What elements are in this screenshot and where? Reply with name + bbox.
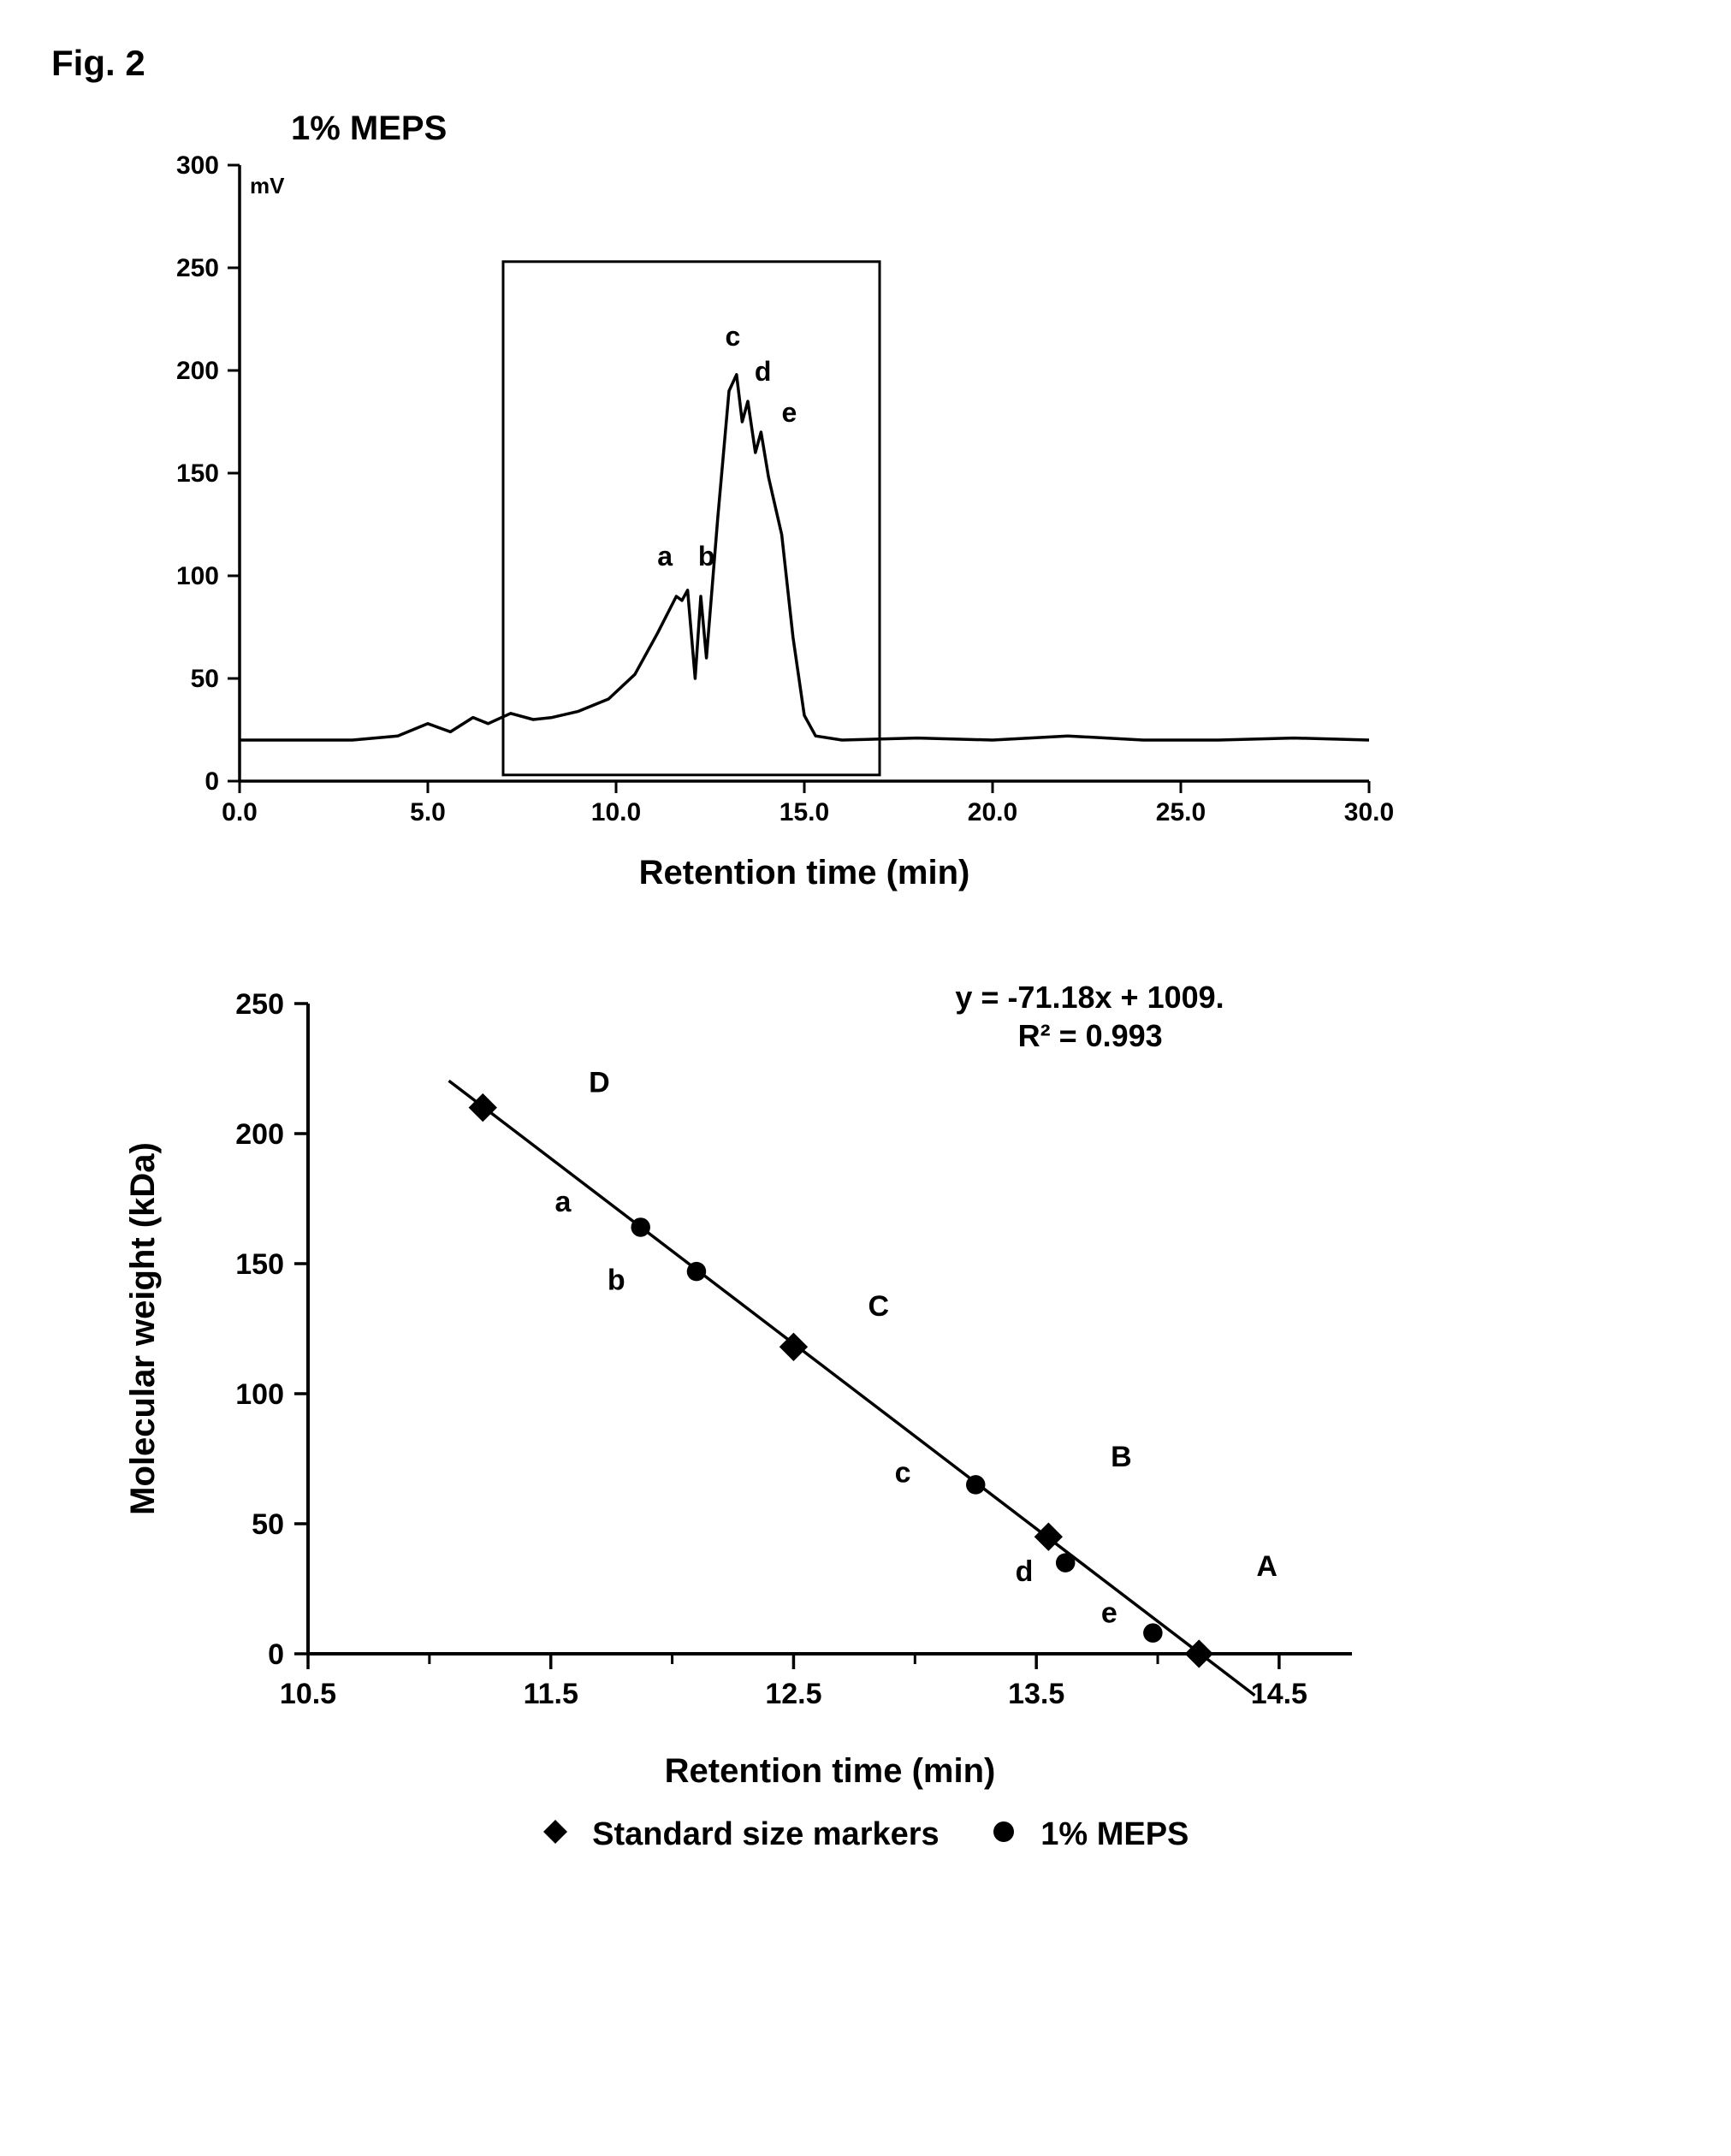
svg-text:0: 0 <box>268 1638 284 1671</box>
svg-text:A: A <box>1256 1550 1278 1583</box>
bottom-chart: 0 50 100 150 200 250 10.5 11.5 12.5 13.5 14.5 Reten… <box>51 952 1420 1808</box>
svg-text:100: 100 <box>235 1378 284 1411</box>
legend-label-0: Standard size markers <box>592 1816 940 1852</box>
svg-text:Molecular weight (kDa): Molecular weight (kDa) <box>124 1142 162 1515</box>
svg-text:Retention time (min): Retention time (min) <box>665 1752 996 1790</box>
legend: Standard size markers 1% MEPS <box>51 1816 1680 1853</box>
svg-text:0: 0 <box>205 767 219 796</box>
svg-text:e: e <box>782 397 797 428</box>
svg-text:d: d <box>1016 1555 1034 1588</box>
svg-text:50: 50 <box>191 665 219 693</box>
svg-text:150: 150 <box>176 459 219 488</box>
svg-text:y = -71.18x + 1009.: y = -71.18x + 1009. <box>955 980 1224 1015</box>
svg-text:15.0: 15.0 <box>780 798 829 826</box>
svg-text:B: B <box>1111 1441 1132 1473</box>
svg-text:e: e <box>1101 1597 1117 1630</box>
circle-icon <box>991 1819 1017 1845</box>
svg-text:50: 50 <box>252 1508 284 1541</box>
svg-text:200: 200 <box>235 1118 284 1151</box>
svg-text:0.0: 0.0 <box>222 798 258 826</box>
svg-text:25.0: 25.0 <box>1156 798 1206 826</box>
svg-text:5.0: 5.0 <box>410 798 446 826</box>
svg-text:10.0: 10.0 <box>591 798 641 826</box>
svg-text:12.5: 12.5 <box>765 1678 821 1710</box>
legend-item-standards: Standard size markers <box>542 1816 940 1853</box>
figure-label: Fig. 2 <box>51 43 1680 84</box>
svg-text:Retention time (min): Retention time (min) <box>639 854 970 891</box>
svg-text:C: C <box>868 1290 889 1323</box>
svg-text:D: D <box>589 1066 610 1099</box>
top-chart: 0 50 100 150 200 250 300 mV 0.0 5.0 10.0 15.0 20.0 25… <box>51 148 1420 901</box>
svg-text:10.5: 10.5 <box>280 1678 336 1710</box>
svg-text:11.5: 11.5 <box>524 1678 578 1710</box>
svg-text:20.0: 20.0 <box>968 798 1017 826</box>
svg-text:200: 200 <box>176 357 219 385</box>
legend-label-1: 1% MEPS <box>1040 1816 1189 1852</box>
top-chart-title: 1% MEPS <box>51 110 1680 148</box>
svg-text:b: b <box>698 541 715 572</box>
legend-item-meps: 1% MEPS <box>991 1816 1189 1853</box>
svg-text:d: d <box>755 356 772 387</box>
top-chart-panel: 1% MEPS 0 50 100 150 200 250 300 mV 0.0 5.0 10.0 15… <box>51 110 1680 901</box>
svg-text:mV: mV <box>250 173 285 198</box>
svg-text:30.0: 30.0 <box>1344 798 1394 826</box>
svg-text:150: 150 <box>235 1248 284 1281</box>
svg-text:100: 100 <box>176 562 219 590</box>
diamond-icon <box>542 1819 568 1845</box>
svg-text:b: b <box>608 1264 625 1296</box>
bottom-chart-panel: 0 50 100 150 200 250 10.5 11.5 12.5 13.5 14.5 Reten… <box>51 952 1680 1853</box>
svg-text:a: a <box>657 541 673 572</box>
svg-text:13.5: 13.5 <box>1008 1678 1064 1710</box>
svg-text:14.5: 14.5 <box>1251 1678 1307 1710</box>
svg-text:R² = 0.993: R² = 0.993 <box>1018 1018 1163 1053</box>
svg-text:250: 250 <box>176 254 219 282</box>
svg-text:300: 300 <box>176 151 219 180</box>
svg-text:c: c <box>726 321 741 352</box>
svg-text:a: a <box>554 1186 572 1218</box>
svg-text:250: 250 <box>235 988 284 1021</box>
svg-text:c: c <box>895 1456 911 1489</box>
